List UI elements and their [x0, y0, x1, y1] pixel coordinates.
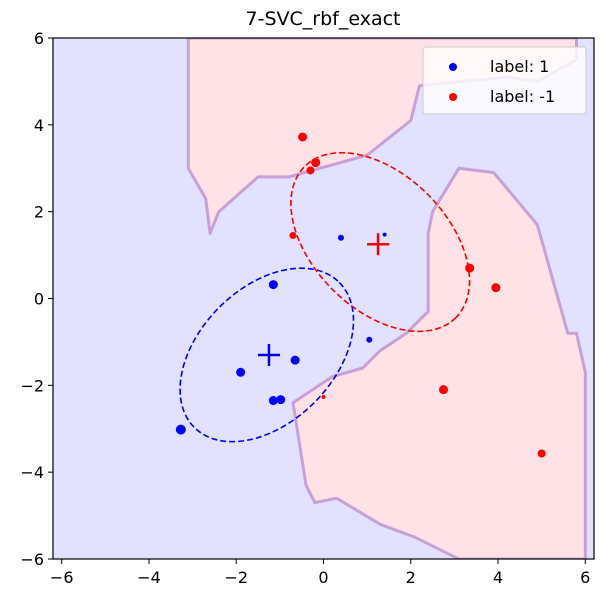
- point-series-0-2: [290, 355, 300, 365]
- y-tick-label-1: −4: [20, 463, 44, 482]
- legend-label-neg1: label: -1: [490, 87, 555, 106]
- legend-label-1: label: 1: [490, 57, 549, 76]
- x-tick-label-3: 0: [318, 568, 328, 587]
- ellipse-series-1: [290, 151, 471, 333]
- y-tick-label-2: −2: [20, 376, 44, 395]
- point-series-1-1: [311, 158, 321, 168]
- x-tick-label-0: −6: [50, 568, 74, 587]
- point-series-0-8: [366, 336, 373, 343]
- point-series-1-7: [537, 449, 546, 458]
- y-tick-label-6: 6: [34, 29, 44, 48]
- point-series-0-3: [268, 396, 278, 406]
- y-tick-label-3: 0: [34, 290, 44, 309]
- covariance-ellipses: [179, 151, 471, 443]
- point-series-1-8: [321, 395, 326, 400]
- class-means: [257, 233, 390, 366]
- legend-box: [422, 46, 587, 115]
- legend-marker-label-neg1: [449, 93, 457, 101]
- legend: label: 1 label: -1: [422, 46, 587, 115]
- x-tick-label-2: −2: [224, 568, 248, 587]
- y-tick-label-0: −6: [20, 550, 44, 569]
- point-series-1-5: [491, 283, 501, 293]
- data-points: [175, 132, 546, 458]
- y-axis: −6 −4 −2 0 2 4 6: [20, 29, 53, 569]
- y-tick-label-5: 4: [34, 116, 44, 135]
- chart-title: 7-SVC_rbf_exact: [246, 8, 401, 30]
- y-tick-label-4: 2: [34, 203, 44, 222]
- point-series-0-1: [236, 367, 246, 377]
- x-tick-label-6: 6: [580, 568, 590, 587]
- x-axis: −6 −4 −2 0 2 4 6: [50, 559, 590, 587]
- plot-area: [53, 38, 594, 559]
- x-tick-label-5: 4: [493, 568, 503, 587]
- class-neg1-region-1: [291, 166, 587, 559]
- point-series-1-0: [298, 132, 308, 142]
- decision-regions: [186, 38, 587, 559]
- ellipse-series-0: [179, 267, 355, 443]
- point-series-0-5: [175, 424, 186, 435]
- x-tick-label-4: 2: [406, 568, 416, 587]
- point-series-0-6: [337, 234, 344, 241]
- point-series-1-3: [289, 232, 297, 240]
- point-series-0-4: [276, 395, 286, 405]
- point-series-0-7: [382, 232, 387, 237]
- mean-marker-series-1: [367, 233, 390, 256]
- mean-marker-series-0: [257, 343, 280, 366]
- x-tick-label-1: −4: [137, 568, 161, 587]
- point-series-1-6: [438, 385, 448, 395]
- legend-marker-label-1: [449, 63, 457, 71]
- point-series-1-4: [465, 263, 475, 273]
- point-series-1-2: [306, 166, 315, 175]
- point-series-0-0: [268, 280, 278, 290]
